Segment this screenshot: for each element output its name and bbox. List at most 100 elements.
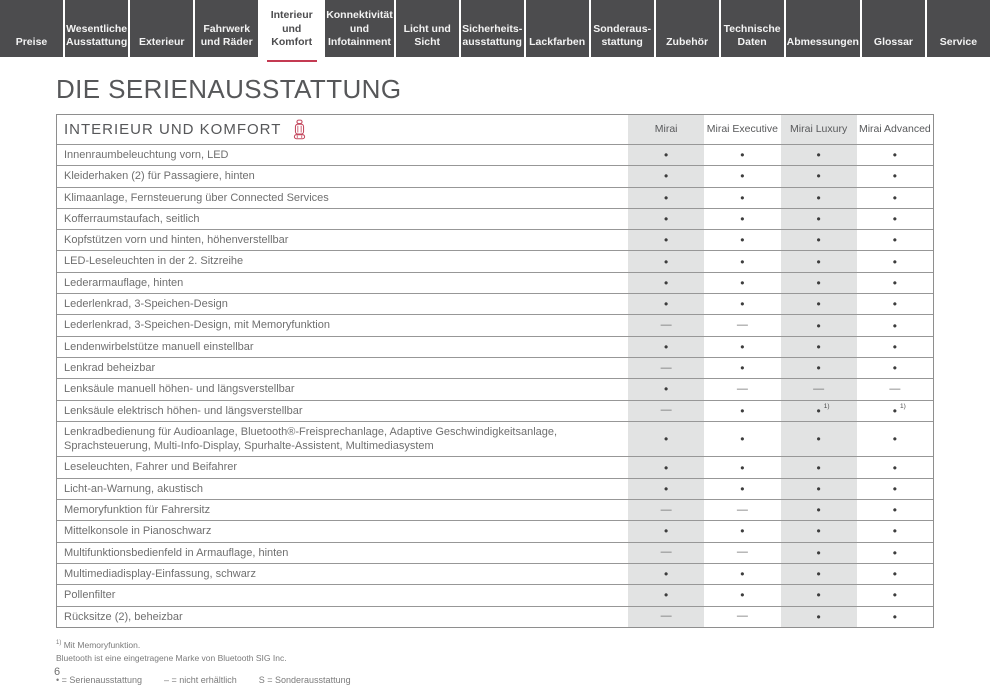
standard-equipment-dot: • — [628, 521, 705, 542]
tab-glossar[interactable]: Glossar — [861, 0, 925, 57]
standard-equipment-dot: • — [628, 187, 705, 208]
feature-label: Klimaanlage, Fernsteuerung über Connecte… — [64, 191, 329, 204]
tab-label: Zubehör — [666, 36, 709, 49]
tab-konnektivit-t-und-infotainment[interactable]: Konnektivität und Infotainment — [325, 0, 394, 57]
standard-equipment-dot: • — [892, 609, 897, 624]
table-row: Innenraumbeleuchtung vorn, LED • • • • — [57, 144, 933, 166]
standard-equipment-dot: • — [628, 230, 705, 251]
not-available-dash: — — [736, 546, 748, 559]
standard-equipment-dot: • — [740, 403, 745, 418]
standard-equipment-dot: • — [628, 145, 705, 166]
feature-label: Kofferraumstaufach, seitlich — [64, 212, 200, 225]
tab-label: Fahrwerk und Räder — [200, 22, 253, 49]
feature-label: Lederlenkrad, 3-Speichen-Design — [64, 298, 228, 311]
table-header-row: INTERIEUR UND KOMFORT Mirai Mirai Executi… — [57, 115, 933, 144]
standard-equipment-dot: • — [892, 567, 897, 582]
not-available-dash: — — [628, 500, 705, 521]
table-row: Lenksäule manuell höhen- und längsverste… — [57, 378, 933, 400]
standard-equipment-dot: • — [892, 169, 897, 184]
not-available-dash: — — [780, 379, 857, 400]
table-row: Kleiderhaken (2) für Passagiere, hinten •… — [57, 165, 933, 187]
tab-lackfarben[interactable]: Lackfarben — [525, 0, 589, 57]
standard-equipment-dot: • — [628, 272, 705, 294]
feature-label: Innenraumbeleuchtung vorn, LED — [64, 149, 229, 161]
standard-equipment-dot: • — [780, 315, 857, 336]
legend-item: • = Serienausstattung — [56, 675, 142, 686]
standard-equipment-dot: • — [780, 272, 857, 294]
table-row: Mittelkonsole in Pianoschwarz • • • • — [57, 520, 933, 542]
tab-label: Exterieur — [138, 36, 185, 49]
standard-equipment-dot: • — [780, 421, 857, 457]
table-row: Lenkradbedienung für Audioanlage, Blueto… — [57, 420, 933, 457]
tab-label: Wesentliche Ausstattung — [65, 22, 128, 49]
table-row: Multifunktionsbedienfeld in Armauflage, … — [57, 541, 933, 563]
feature-label: Multimediadisplay-Einfassung, schwarz — [64, 567, 256, 580]
standard-equipment-dot: • — [892, 524, 897, 539]
standard-equipment-dot: • — [780, 563, 857, 585]
tab-label: Service — [939, 36, 978, 49]
standard-equipment-dot: • — [740, 524, 745, 539]
table-row: Klimaanlage, Fernsteuerung über Connecte… — [57, 186, 933, 208]
standard-equipment-dot: • — [892, 318, 897, 333]
tab-sonderaus-stattung[interactable]: Sonderaus­stattung — [590, 0, 654, 57]
standard-equipment-dot: • — [740, 190, 745, 205]
footnote-marker: 1) — [899, 402, 906, 410]
footnote-line: Bluetooth ist eine eingetragene Marke vo… — [56, 653, 287, 664]
table-row: Licht-an-Warnung, akustisch • • • • — [57, 477, 933, 500]
standard-equipment-dot: • — [740, 481, 745, 496]
standard-equipment-dot: • — [780, 145, 857, 166]
footnote-marker: 1) — [823, 402, 830, 410]
tab-technische-daten[interactable]: Technische Daten — [720, 0, 784, 57]
tab-licht-und-sicht[interactable]: Licht und Sicht — [395, 0, 459, 57]
standard-equipment-dot: • — [892, 481, 897, 496]
not-available-dash: — — [736, 319, 748, 332]
table-row: Lederlenkrad, 3-Speichen-Design • • • • — [57, 293, 933, 315]
standard-equipment-dot: • — [628, 585, 705, 606]
tab-label: Technische Daten — [723, 22, 781, 49]
standard-equipment-dot: • — [892, 212, 897, 227]
standard-equipment-dot: • 1) — [892, 402, 906, 418]
standard-equipment-dot: • — [780, 251, 857, 272]
tab-sicherheits-ausstattung[interactable]: Sicherheits­ausstattung — [460, 0, 524, 57]
standard-equipment-dot: • — [628, 166, 705, 187]
tab-preise[interactable]: Preise — [0, 0, 63, 57]
standard-equipment-dot: • — [892, 503, 897, 518]
tab-service[interactable]: Service — [926, 0, 990, 57]
column-header-mirai-luxury: Mirai Luxury — [780, 115, 857, 144]
standard-equipment-dot: • — [892, 339, 897, 354]
standard-equipment-dot: • — [892, 545, 897, 560]
symbol-legend: • = Serienausstattung – = nicht erhältlic… — [56, 675, 934, 685]
standard-equipment-dot: • — [780, 187, 857, 208]
standard-equipment-dot: • — [780, 478, 857, 500]
standard-equipment-dot: • — [628, 421, 705, 457]
tab-abmessungen[interactable]: Abmessungen — [785, 0, 860, 57]
standard-equipment-dot: • — [740, 432, 745, 447]
tab-interieur-und-komfort[interactable]: Interieur und Komfort — [260, 0, 324, 62]
standard-equipment-dot: • — [740, 148, 745, 163]
active-tab-underline — [266, 60, 317, 62]
feature-label: Licht-an-Warnung, akustisch — [64, 482, 203, 495]
standard-equipment-dot: • — [740, 339, 745, 354]
footnote-line: 1) Mit Memoryfunktion. — [56, 639, 141, 650]
not-available-dash: — — [628, 400, 705, 421]
table-row: Multimediadisplay-Einfassung, schwarz • • •… — [57, 562, 933, 585]
standard-equipment-dot: • — [740, 212, 745, 227]
standard-equipment-dot: • — [780, 357, 857, 379]
standard-equipment-dot: • — [628, 457, 705, 478]
standard-equipment-dot: • — [892, 233, 897, 248]
feature-label: Multifunktionsbedienfeld in Armauflage, … — [64, 546, 289, 559]
standard-equipment-dot: • — [892, 190, 897, 205]
feature-label: Rücksitze (2), beheizbar — [64, 610, 183, 623]
tab-zubeh-r[interactable]: Zubehör — [655, 0, 719, 57]
table-section-header: INTERIEUR UND KOMFORT — [57, 115, 628, 144]
tab-wesentliche-ausstattung[interactable]: Wesentliche Ausstattung — [64, 0, 129, 57]
tab-exterieur[interactable]: Exterieur — [130, 0, 194, 57]
standard-equipment-dot: • — [740, 361, 745, 376]
table-row: Lendenwirbelstütze manuell einstellbar • •… — [57, 335, 933, 357]
table-row: Lederarmauflage, hinten • • • • — [57, 271, 933, 294]
standard-equipment-dot: • — [780, 457, 857, 478]
tab-label: Preise — [15, 36, 48, 49]
tab-fahrwerk-und-r-der[interactable]: Fahrwerk und Räder — [195, 0, 259, 57]
standard-equipment-dot: • — [628, 251, 705, 272]
feature-label: Lenksäule elektrisch höhen- und längsver… — [64, 404, 303, 417]
